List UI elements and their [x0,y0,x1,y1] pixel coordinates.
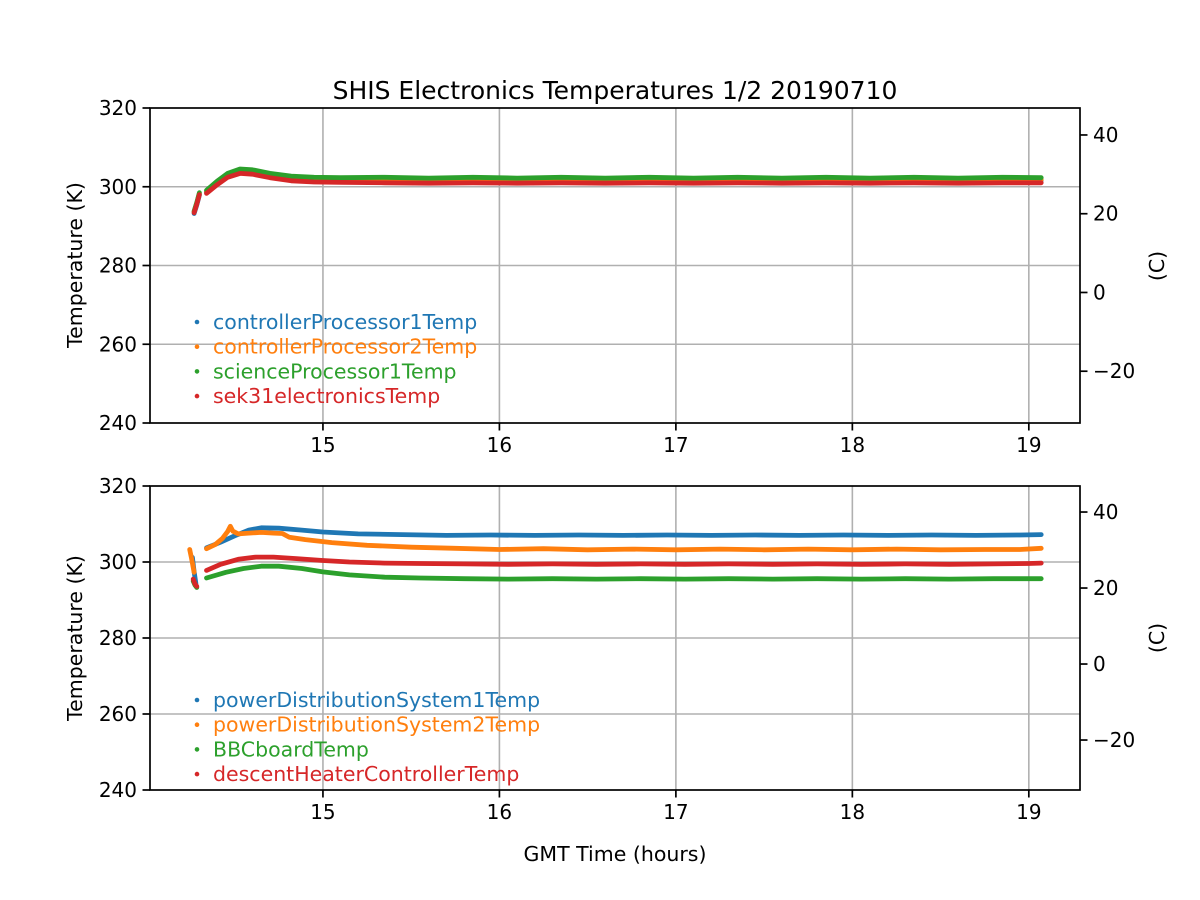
series-line [204,170,1044,196]
legend-marker-dot [194,344,200,350]
x-tick-label: 16 [487,800,512,824]
legend: controllerProcessor1TempcontrollerProces… [194,310,477,408]
legend-entry-powerDistributionSystem1Temp: powerDistributionSystem1Temp [194,688,540,712]
legend-label: descentHeaterControllerTemp [213,762,519,786]
legend-label: sek31electronicsTemp [213,384,440,408]
series-sek31electronicsTemp [191,170,1044,216]
ticks [142,107,1088,431]
y-tick-label-celsius: 20 [1093,202,1118,226]
series-powerDistributionSystem1Temp [189,525,1044,587]
ticks [142,485,1088,798]
series-line [204,554,1044,573]
chart-title: SHIS Electronics Temperatures 1/2 201907… [332,76,898,105]
y-tick-label-kelvin: 320 [99,96,137,120]
legend-marker-dot [194,697,200,703]
y-tick-label-celsius: 0 [1093,280,1106,304]
y-tick-label-kelvin: 320 [99,474,137,498]
legend-label: powerDistributionSystem1Temp [213,688,540,712]
legend-marker-dot [194,771,200,777]
grid-lines [150,108,1080,423]
x-tick-label: 15 [310,433,335,457]
x-tick-label: 18 [840,800,865,824]
legend-entry-powerDistributionSystem2Temp: powerDistributionSystem2Temp [194,713,540,737]
x-tick-label: 18 [840,433,865,457]
legend-marker-dot [194,319,200,325]
y-tick-label-kelvin: 280 [99,626,137,650]
legend-marker-dot [194,747,200,752]
legend: powerDistributionSystem1TemppowerDistrib… [194,688,540,786]
series-scienceProcessor1Temp [191,166,1044,214]
y-tick-label-celsius: −20 [1093,728,1135,752]
y-tick-label-kelvin: 260 [99,332,137,356]
series-line [204,523,1044,553]
y-tick-label-kelvin: 240 [99,778,137,802]
series-line [204,525,1044,551]
series-group [191,166,1044,216]
x-tick-label: 15 [310,800,335,824]
y-tick-label-kelvin: 300 [99,550,137,574]
legend-entry-BBCboardTemp: BBCboardTemp [194,737,369,761]
x-tick-label: 17 [663,433,688,457]
legend-marker-dot [194,393,200,399]
y-tick-label-kelvin: 300 [99,175,137,199]
y-tick-label-kelvin: 260 [99,702,137,726]
legend-entry-sek31electronicsTemp: sek31electronicsTemp [194,384,440,408]
legend-entry-controllerProcessor1Temp: controllerProcessor1Temp [194,310,477,334]
legend-marker-dot [194,722,200,727]
legend-entry-scienceProcessor1Temp: scienceProcessor1Temp [194,359,457,383]
legend-label: powerDistributionSystem2Temp [213,713,540,737]
tick-labels: 15 16 17 18 19 240 260 280 300 320 −20 0 20 40 [99,96,1135,457]
tick-labels: 15 16 17 18 19 240 260 280 300 320 −20 0 20 40 [99,474,1135,824]
y-tick-label-celsius: 40 [1093,500,1118,524]
legend-marker-dot [194,369,200,374]
y-tick-label-celsius: 40 [1093,123,1118,147]
xlabel-gmt-time: GMT Time (hours) [523,842,707,866]
series-line [190,576,200,589]
y-tick-label-kelvin: 240 [99,411,137,435]
series-line [204,166,1044,193]
legend-label: controllerProcessor1Temp [213,310,477,334]
legend-label: scienceProcessor1Temp [213,359,457,383]
legend-entry-descentHeaterControllerTemp: descentHeaterControllerTemp [194,762,519,786]
y-tick-label-celsius: 20 [1093,576,1118,600]
x-tick-label: 16 [487,433,512,457]
y-tick-label-celsius: −20 [1093,359,1135,383]
series-line [187,547,197,575]
series-powerDistributionSystem2Temp [187,523,1044,575]
legend-entry-controllerProcessor2Temp: controllerProcessor2Temp [194,335,477,359]
x-tick-label: 19 [1016,433,1041,457]
x-tick-label: 17 [663,800,688,824]
subplot-1: 15 16 17 18 19 240 260 280 300 320 −20 0 20 40 control… [99,96,1135,457]
series-line [204,563,1044,582]
series-BBCboardTemp [190,563,1044,590]
series-descentHeaterControllerTemp [190,554,1044,589]
series-line [191,192,202,216]
series-group [187,523,1044,590]
y-tick-label-celsius: 0 [1093,652,1106,676]
legend-label: controllerProcessor2Temp [213,335,477,359]
y-tick-label-kelvin: 280 [99,254,137,278]
legend-label: BBCboardTemp [213,737,369,761]
x-tick-label: 19 [1016,800,1041,824]
subplot-2: 15 16 17 18 19 240 260 280 300 320 −20 0 20 40 powerDi… [99,474,1135,824]
